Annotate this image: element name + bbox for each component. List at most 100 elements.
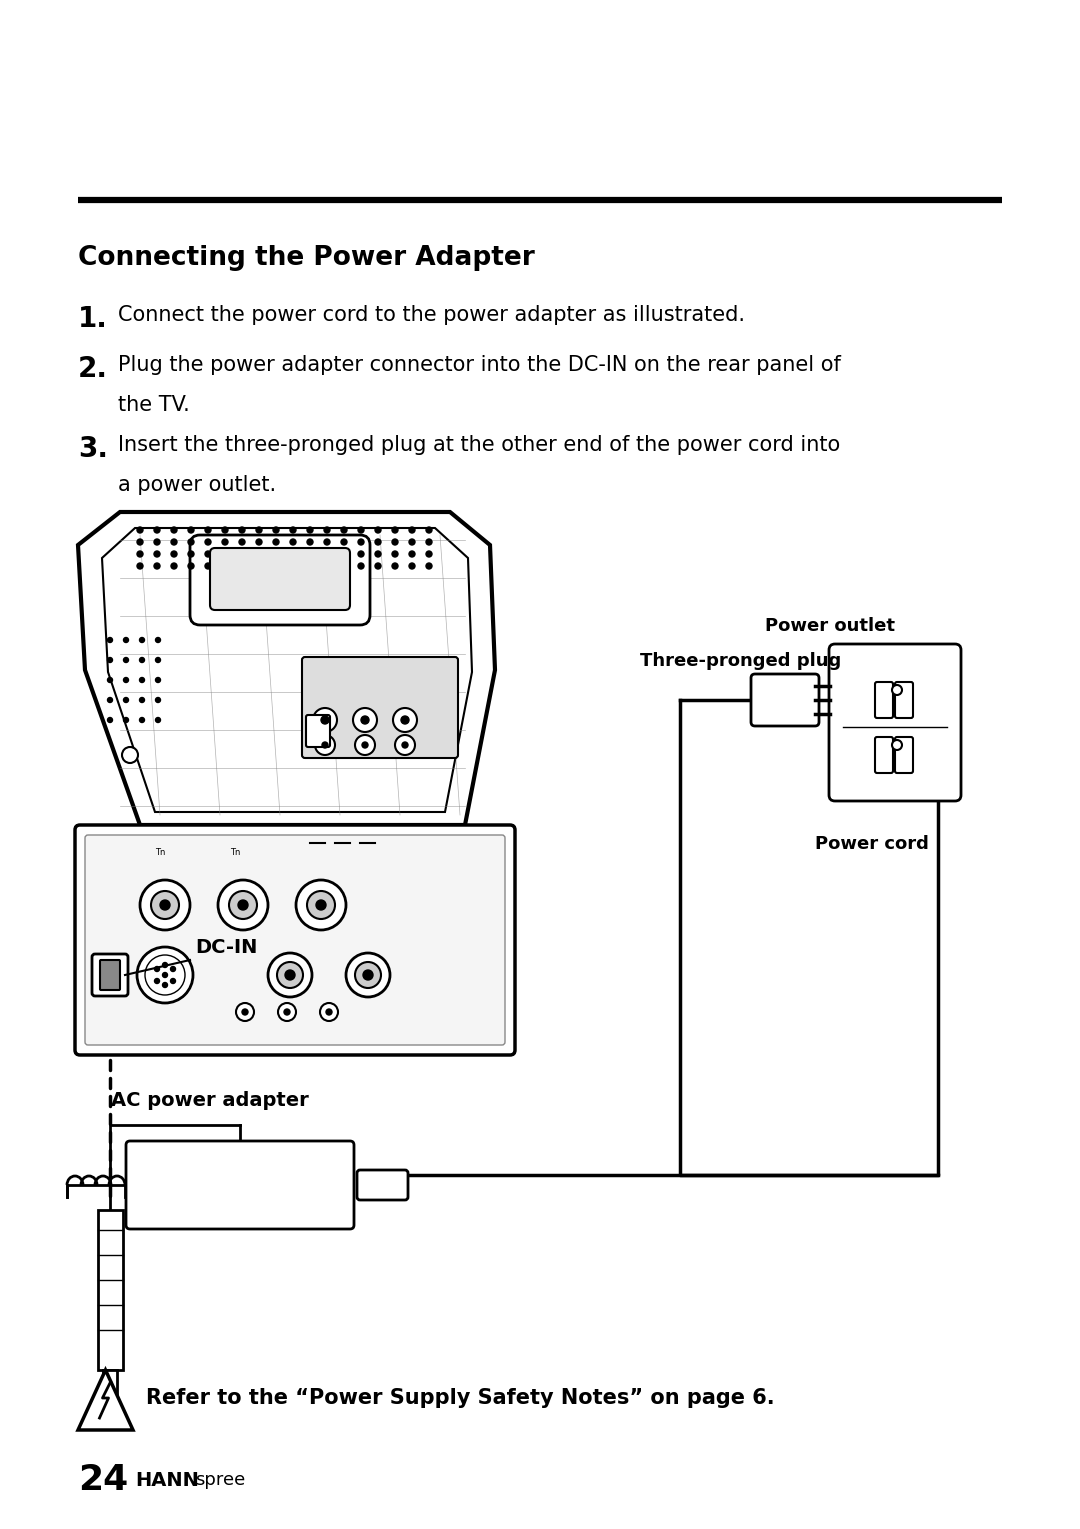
FancyBboxPatch shape [875, 737, 893, 774]
Bar [98, 1209, 123, 1370]
Circle shape [291, 563, 296, 569]
Polygon shape [102, 528, 472, 812]
Text: the TV.: the TV. [118, 394, 190, 414]
Circle shape [154, 979, 160, 983]
Circle shape [171, 563, 177, 569]
Circle shape [392, 528, 399, 534]
Circle shape [139, 657, 145, 662]
Circle shape [137, 540, 143, 544]
Circle shape [156, 677, 161, 682]
Text: spree: spree [195, 1471, 245, 1489]
Circle shape [123, 697, 129, 702]
Circle shape [122, 748, 138, 763]
Circle shape [296, 881, 346, 930]
Circle shape [341, 528, 347, 534]
Circle shape [139, 717, 145, 723]
Circle shape [162, 983, 167, 988]
Circle shape [278, 1003, 296, 1021]
Text: a power outlet.: a power outlet. [118, 476, 276, 495]
Circle shape [307, 563, 313, 569]
FancyBboxPatch shape [895, 737, 913, 774]
Circle shape [392, 550, 399, 557]
Circle shape [154, 966, 160, 971]
Circle shape [353, 708, 377, 732]
Circle shape [357, 540, 364, 544]
Circle shape [108, 697, 112, 702]
Circle shape [256, 550, 262, 557]
Circle shape [341, 563, 347, 569]
Circle shape [268, 953, 312, 997]
Circle shape [239, 528, 245, 534]
FancyBboxPatch shape [751, 674, 819, 726]
Circle shape [123, 657, 129, 662]
FancyBboxPatch shape [190, 535, 370, 625]
Circle shape [218, 881, 268, 930]
Circle shape [171, 540, 177, 544]
Text: 2.: 2. [78, 355, 108, 382]
Circle shape [426, 563, 432, 569]
Circle shape [139, 697, 145, 702]
Text: Connecting the Power Adapter: Connecting the Power Adapter [78, 245, 535, 271]
Circle shape [273, 550, 279, 557]
Circle shape [324, 550, 330, 557]
Circle shape [205, 540, 211, 544]
Circle shape [320, 1003, 338, 1021]
Circle shape [409, 540, 415, 544]
FancyBboxPatch shape [357, 1170, 408, 1200]
Circle shape [409, 528, 415, 534]
Text: Plug the power adapter connector into the DC-IN on the rear panel of: Plug the power adapter connector into th… [118, 355, 841, 375]
Bar [103, 1370, 117, 1394]
Circle shape [291, 528, 296, 534]
Circle shape [156, 657, 161, 662]
Circle shape [242, 1009, 248, 1015]
Circle shape [188, 540, 194, 544]
Circle shape [139, 677, 145, 682]
Circle shape [321, 716, 329, 725]
Circle shape [307, 891, 335, 919]
Circle shape [162, 972, 167, 977]
Circle shape [355, 735, 375, 755]
FancyBboxPatch shape [829, 644, 961, 801]
Circle shape [892, 740, 902, 751]
FancyBboxPatch shape [210, 547, 350, 610]
Circle shape [395, 735, 415, 755]
Circle shape [316, 901, 326, 910]
Circle shape [188, 563, 194, 569]
Circle shape [139, 638, 145, 642]
Polygon shape [78, 512, 495, 826]
Circle shape [273, 528, 279, 534]
Circle shape [137, 946, 193, 1003]
Circle shape [171, 550, 177, 557]
Text: Power cord: Power cord [815, 835, 929, 853]
Circle shape [409, 563, 415, 569]
Circle shape [402, 742, 408, 748]
Circle shape [375, 540, 381, 544]
Circle shape [276, 962, 303, 988]
Circle shape [426, 550, 432, 557]
Circle shape [307, 540, 313, 544]
Circle shape [108, 638, 112, 642]
Circle shape [324, 528, 330, 534]
FancyBboxPatch shape [875, 682, 893, 719]
Circle shape [426, 528, 432, 534]
Circle shape [222, 563, 228, 569]
Circle shape [222, 550, 228, 557]
Circle shape [363, 969, 373, 980]
Circle shape [123, 638, 129, 642]
Circle shape [355, 962, 381, 988]
Circle shape [285, 969, 295, 980]
Circle shape [341, 550, 347, 557]
Circle shape [151, 891, 179, 919]
Circle shape [346, 953, 390, 997]
Text: Insert the three-pronged plug at the other end of the power cord into: Insert the three-pronged plug at the oth… [118, 434, 840, 456]
Text: Connect the power cord to the power adapter as illustrated.: Connect the power cord to the power adap… [118, 304, 745, 326]
Text: AC power adapter: AC power adapter [111, 1092, 309, 1110]
Circle shape [375, 563, 381, 569]
Circle shape [156, 638, 161, 642]
Circle shape [362, 742, 368, 748]
Circle shape [375, 528, 381, 534]
Circle shape [123, 717, 129, 723]
Circle shape [392, 563, 399, 569]
Circle shape [239, 550, 245, 557]
Circle shape [188, 528, 194, 534]
